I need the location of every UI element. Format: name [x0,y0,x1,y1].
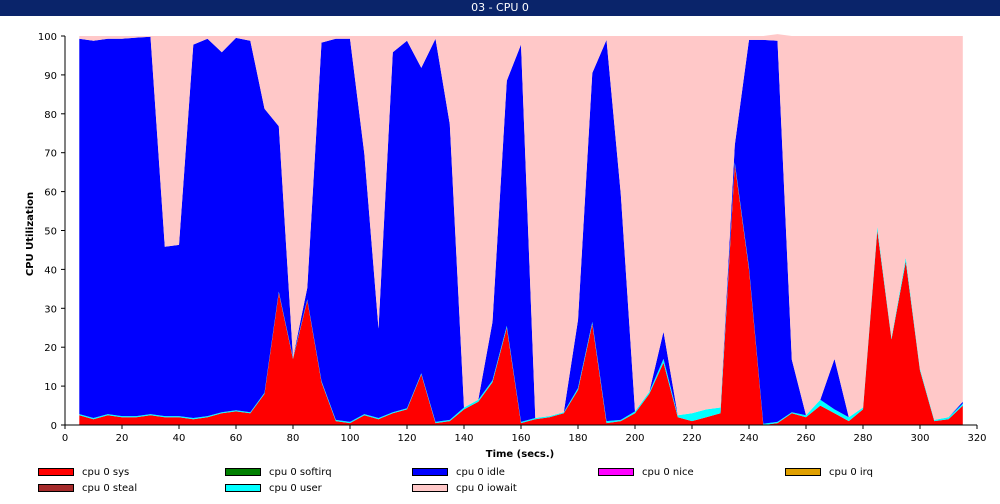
axes: 0 10 20 30 40 50 60 70 80 90 100 0 20 40 60 80 100 120 140… [38,32,987,444]
legend-item: cpu 0 iowait [412,481,517,495]
legend-item: cpu 0 user [225,481,322,495]
legend-swatch [225,468,261,476]
legend-label: cpu 0 nice [642,466,694,478]
y-tick-label: 0 [51,421,57,432]
y-tick-label: 70 [44,149,57,160]
x-tick-label: 80 [287,433,300,444]
legend-swatch [225,484,261,492]
x-tick-label: 60 [230,433,243,444]
x-tick-label: 260 [796,433,815,444]
x-tick-label: 40 [173,433,186,444]
x-axis-title: Time (secs.) [486,449,555,460]
y-axis-title: CPU Utilization [25,192,36,276]
y-tick-label: 80 [44,110,57,121]
x-tick-label: 280 [853,433,872,444]
legend-label: cpu 0 user [269,482,322,494]
window-title: 03 - CPU 0 [0,0,1000,16]
x-tick-label: 140 [454,433,473,444]
x-tick-label: 300 [910,433,929,444]
x-tick-label: 20 [116,433,129,444]
legend-label: cpu 0 steal [82,482,138,494]
legend-label: cpu 0 sys [82,466,130,478]
legend-swatch [38,468,74,476]
cpu-utilization-chart: 0 10 20 30 40 50 60 70 80 90 100 0 20 40 60 80 100 120 140… [25,32,987,460]
legend-swatch [785,468,821,476]
legend-label: cpu 0 irq [829,466,873,478]
legend-swatch [598,468,634,476]
legend: cpu 0 sys cpu 0 softirq cpu 0 idle cpu 0 ni… [0,462,1000,504]
legend-label: cpu 0 idle [456,466,505,478]
legend-item: cpu 0 nice [598,465,694,479]
legend-item: cpu 0 softirq [225,465,332,479]
legend-swatch [412,468,448,476]
y-tick-label: 100 [38,32,57,43]
legend-label: cpu 0 iowait [456,482,517,494]
x-tick-label: 100 [340,433,359,444]
x-tick-label: 320 [967,433,986,444]
x-tick-label: 0 [62,433,68,444]
x-tick-label: 240 [739,433,758,444]
x-tick-label: 160 [511,433,530,444]
x-tick-label: 220 [682,433,701,444]
area-cpu-0-sys [79,164,963,425]
area-cpu-0-idle [79,36,963,424]
y-tick-label: 60 [44,188,57,199]
stacked-areas [79,34,963,425]
legend-item: cpu 0 sys [38,465,129,479]
y-tick-label: 50 [44,227,57,238]
legend-item: cpu 0 idle [412,465,505,479]
area-cpu-0-iowait [79,34,963,420]
y-tick-label: 90 [44,71,57,82]
legend-item: cpu 0 irq [785,465,873,479]
x-tick-label: 200 [625,433,644,444]
legend-swatch [412,484,448,492]
y-tick-label: 30 [44,304,57,315]
legend-label: cpu 0 softirq [269,466,332,478]
y-tick-label: 40 [44,265,57,276]
legend-item: cpu 0 steal [38,481,137,495]
legend-swatch [38,484,74,492]
y-tick-label: 10 [44,382,57,393]
x-tick-label: 180 [568,433,587,444]
y-tick-label: 20 [44,343,57,354]
x-tick-label: 120 [397,433,416,444]
